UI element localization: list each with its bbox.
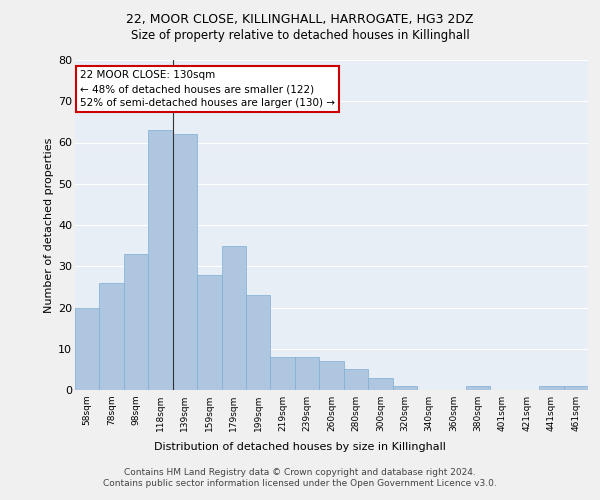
- Y-axis label: Number of detached properties: Number of detached properties: [44, 138, 54, 312]
- Bar: [148, 130, 173, 390]
- Bar: [124, 254, 148, 390]
- Bar: [368, 378, 392, 390]
- Bar: [197, 274, 221, 390]
- Bar: [392, 386, 417, 390]
- Text: Distribution of detached houses by size in Killinghall: Distribution of detached houses by size …: [154, 442, 446, 452]
- Bar: [319, 361, 344, 390]
- Bar: [246, 295, 271, 390]
- Bar: [295, 357, 319, 390]
- Text: 22, MOOR CLOSE, KILLINGHALL, HARROGATE, HG3 2DZ: 22, MOOR CLOSE, KILLINGHALL, HARROGATE, …: [126, 12, 474, 26]
- Bar: [539, 386, 563, 390]
- Text: Size of property relative to detached houses in Killinghall: Size of property relative to detached ho…: [131, 29, 469, 42]
- Bar: [466, 386, 490, 390]
- Bar: [271, 357, 295, 390]
- Bar: [221, 246, 246, 390]
- Bar: [100, 283, 124, 390]
- Bar: [75, 308, 100, 390]
- Text: 22 MOOR CLOSE: 130sqm
← 48% of detached houses are smaller (122)
52% of semi-det: 22 MOOR CLOSE: 130sqm ← 48% of detached …: [80, 70, 335, 108]
- Bar: [563, 386, 588, 390]
- Bar: [173, 134, 197, 390]
- Text: Contains HM Land Registry data © Crown copyright and database right 2024.
Contai: Contains HM Land Registry data © Crown c…: [103, 468, 497, 487]
- Bar: [344, 370, 368, 390]
